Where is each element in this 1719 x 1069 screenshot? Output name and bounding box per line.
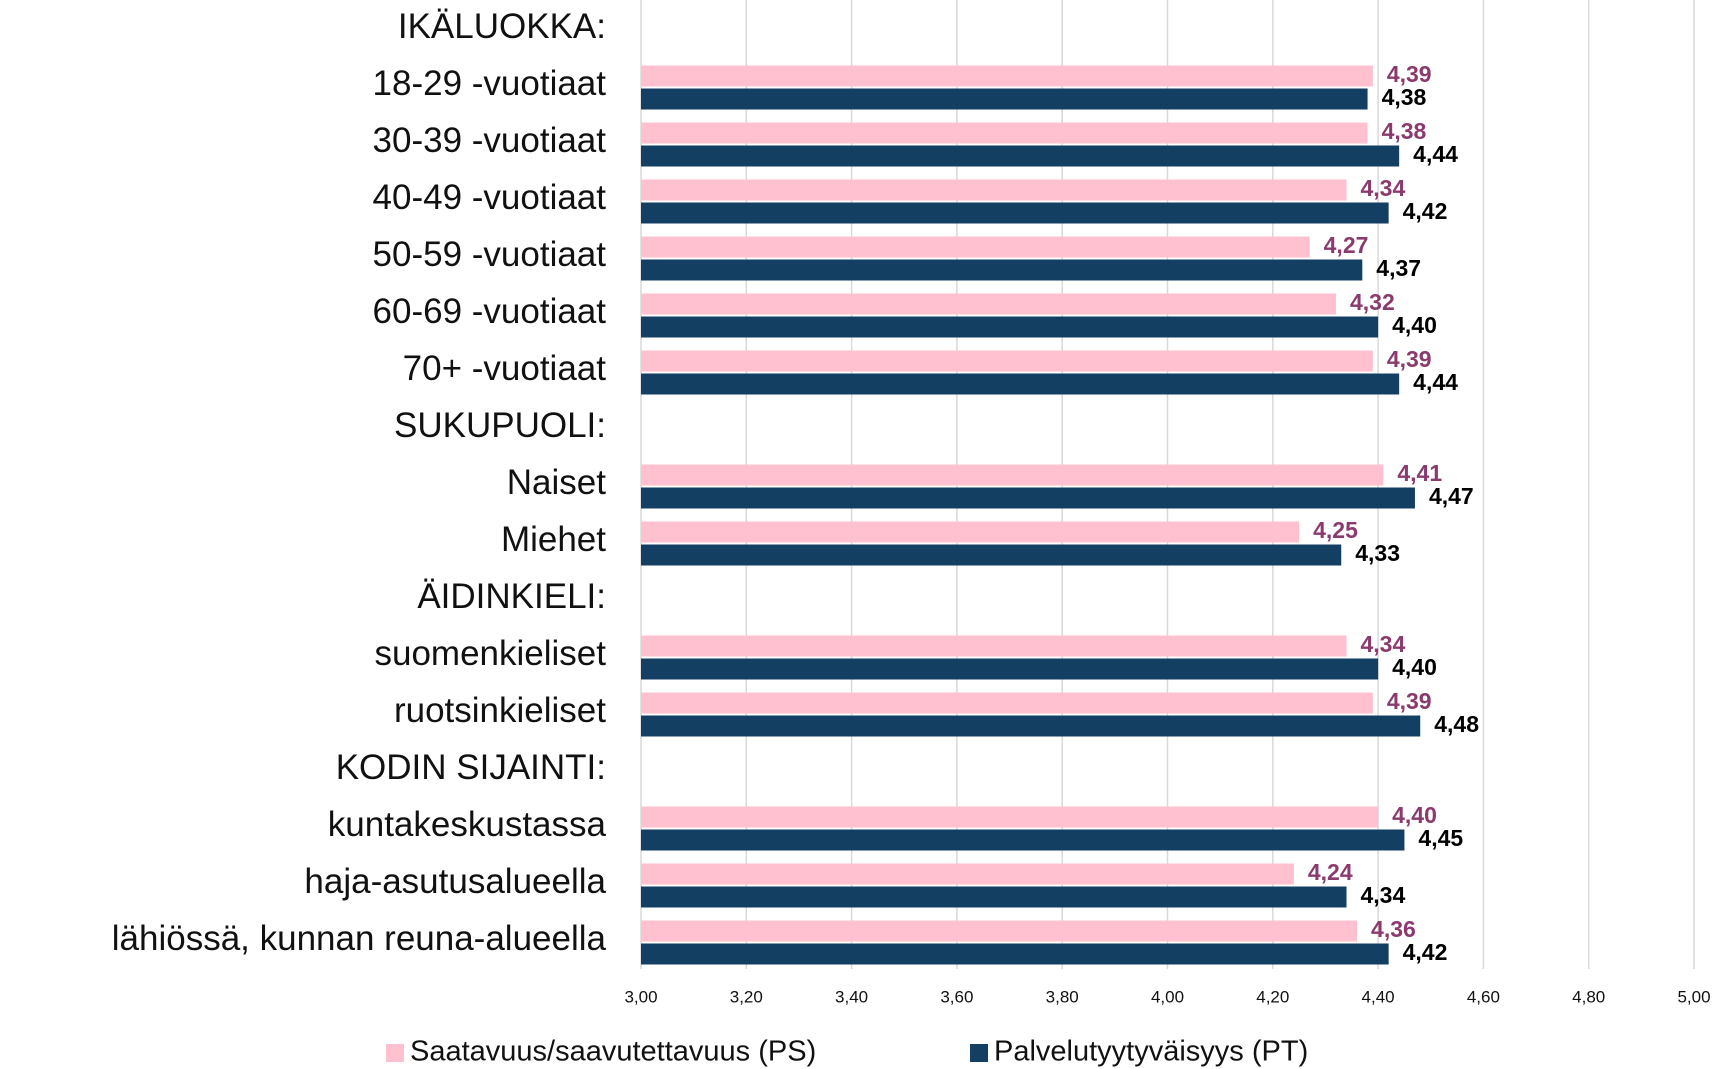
category-label: 50-59 -vuotiaat [373, 235, 607, 274]
category-label: SUKUPUOLI: [394, 406, 606, 445]
bar [641, 65, 1373, 87]
category-label: ÄIDINKIELI: [417, 577, 606, 616]
value-label: 4,47 [1429, 483, 1474, 509]
value-label: 4,32 [1350, 289, 1395, 315]
category-label: 18-29 -vuotiaat [373, 64, 607, 103]
legend-label: Saatavuus/saavutettavuus (PS) [410, 1036, 816, 1068]
legend-label: Palvelutyytyväisyys (PT) [994, 1036, 1308, 1068]
bar [641, 464, 1384, 486]
category-label: 30-39 -vuotiaat [373, 121, 607, 160]
bar [641, 920, 1358, 942]
bar [641, 544, 1342, 566]
category-label: 60-69 -vuotiaat [373, 292, 607, 331]
bar [641, 293, 1336, 315]
bar [641, 829, 1405, 851]
category-label: 40-49 -vuotiaat [373, 178, 607, 217]
value-label: 4,39 [1387, 61, 1432, 87]
value-label: 4,42 [1403, 198, 1448, 224]
bar [641, 487, 1415, 509]
bar [641, 316, 1379, 338]
category-label: Miehet [501, 520, 606, 559]
bar [641, 236, 1310, 258]
legend-swatch [970, 1044, 988, 1062]
x-tick-label: 5,00 [1677, 987, 1710, 1006]
value-label: 4,34 [1361, 882, 1406, 908]
value-label: 4,25 [1313, 517, 1358, 543]
x-tick-label: 4,00 [1151, 987, 1184, 1006]
value-label: 4,34 [1361, 631, 1406, 657]
value-label: 4,41 [1397, 460, 1442, 486]
bar [641, 202, 1389, 224]
value-label: 4,38 [1382, 118, 1427, 144]
bar [641, 715, 1421, 737]
category-label: IKÄLUOKKA: [398, 7, 606, 46]
bar [641, 373, 1400, 395]
value-label: 4,34 [1361, 175, 1406, 201]
value-label: 4,36 [1371, 916, 1416, 942]
bar [641, 259, 1363, 281]
value-label: 4,42 [1403, 939, 1448, 965]
value-label: 4,40 [1392, 654, 1437, 680]
bar [641, 886, 1347, 908]
value-label: 4,45 [1418, 825, 1463, 851]
category-label: haja-asutusalueella [304, 862, 606, 901]
value-label: 4,44 [1413, 141, 1458, 167]
value-label: 4,40 [1392, 802, 1437, 828]
bar [641, 635, 1347, 657]
value-label: 4,40 [1392, 312, 1437, 338]
value-label: 4,48 [1434, 711, 1479, 737]
value-label: 4,33 [1355, 540, 1400, 566]
bar [641, 350, 1373, 372]
value-label: 4,44 [1413, 369, 1458, 395]
bar [641, 692, 1373, 714]
x-tick-label: 4,80 [1572, 987, 1605, 1006]
category-label: KODIN SIJAINTI: [336, 748, 606, 787]
legend-swatch [386, 1044, 404, 1062]
category-label: kuntakeskustassa [328, 805, 607, 844]
bar [641, 521, 1300, 543]
bar [641, 179, 1347, 201]
value-label: 4,38 [1382, 84, 1427, 110]
bar [641, 122, 1368, 144]
bar [641, 863, 1294, 885]
x-tick-label: 3,20 [730, 987, 763, 1006]
value-label: 4,39 [1387, 346, 1432, 372]
category-label: ruotsinkieliset [394, 691, 606, 730]
category-label: suomenkieliset [375, 634, 607, 673]
category-label: lähiössä, kunnan reuna-alueella [112, 919, 607, 958]
value-label: 4,24 [1308, 859, 1353, 885]
bar [641, 658, 1379, 680]
bar [641, 943, 1389, 965]
category-label: Naiset [507, 463, 606, 502]
x-tick-label: 4,40 [1362, 987, 1395, 1006]
value-label: 4,39 [1387, 688, 1432, 714]
bar [641, 806, 1379, 828]
x-tick-label: 3,00 [624, 987, 657, 1006]
bar [641, 88, 1368, 110]
x-tick-label: 3,60 [940, 987, 973, 1006]
value-label: 4,37 [1376, 255, 1421, 281]
x-tick-label: 3,80 [1046, 987, 1079, 1006]
bar [641, 145, 1400, 167]
category-label: 70+ -vuotiaat [403, 349, 607, 388]
value-label: 4,27 [1324, 232, 1369, 258]
x-tick-label: 4,20 [1256, 987, 1289, 1006]
x-tick-label: 3,40 [835, 987, 868, 1006]
x-tick-label: 4,60 [1467, 987, 1500, 1006]
